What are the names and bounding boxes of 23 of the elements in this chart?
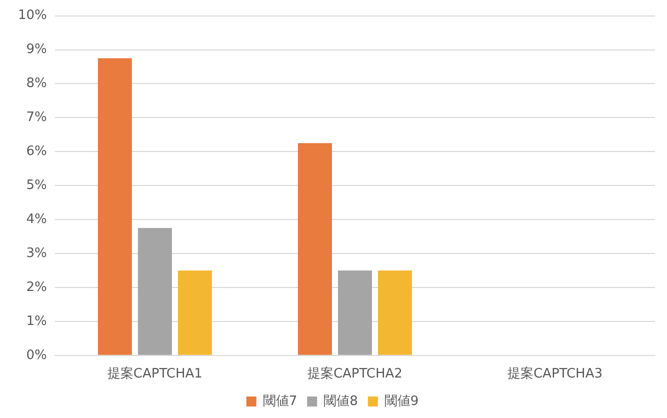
legend-label: 閾値9: [384, 394, 419, 409]
y-tick-label: 0%: [26, 348, 47, 363]
x-tick-label: 提案CAPTCHA2: [307, 366, 402, 382]
y-tick-label: 10%: [18, 8, 47, 24]
x-tick-label: 提案CAPTCHA1: [107, 366, 202, 382]
bar: [338, 270, 372, 355]
y-tick-label: 9%: [26, 42, 47, 58]
y-tick-label: 4%: [26, 212, 47, 227]
legend-label: 閾値8: [324, 394, 358, 409]
y-tick-label: 8%: [26, 76, 47, 92]
y-tick-label: 7%: [26, 110, 47, 126]
y-tick-label: 1%: [26, 314, 47, 329]
bar: [98, 58, 132, 355]
bar: [298, 143, 332, 355]
legend-label: 閾値7: [262, 394, 298, 409]
y-tick-label: 2%: [26, 280, 47, 295]
y-tick-label: 3%: [26, 246, 47, 261]
y-tick-label: 5%: [26, 178, 47, 193]
bar: [138, 228, 172, 355]
bar: [178, 270, 212, 355]
y-tick-label: 6%: [26, 144, 47, 160]
x-tick-label: 提案CAPTCHA3: [507, 366, 602, 382]
bar: [378, 270, 412, 355]
